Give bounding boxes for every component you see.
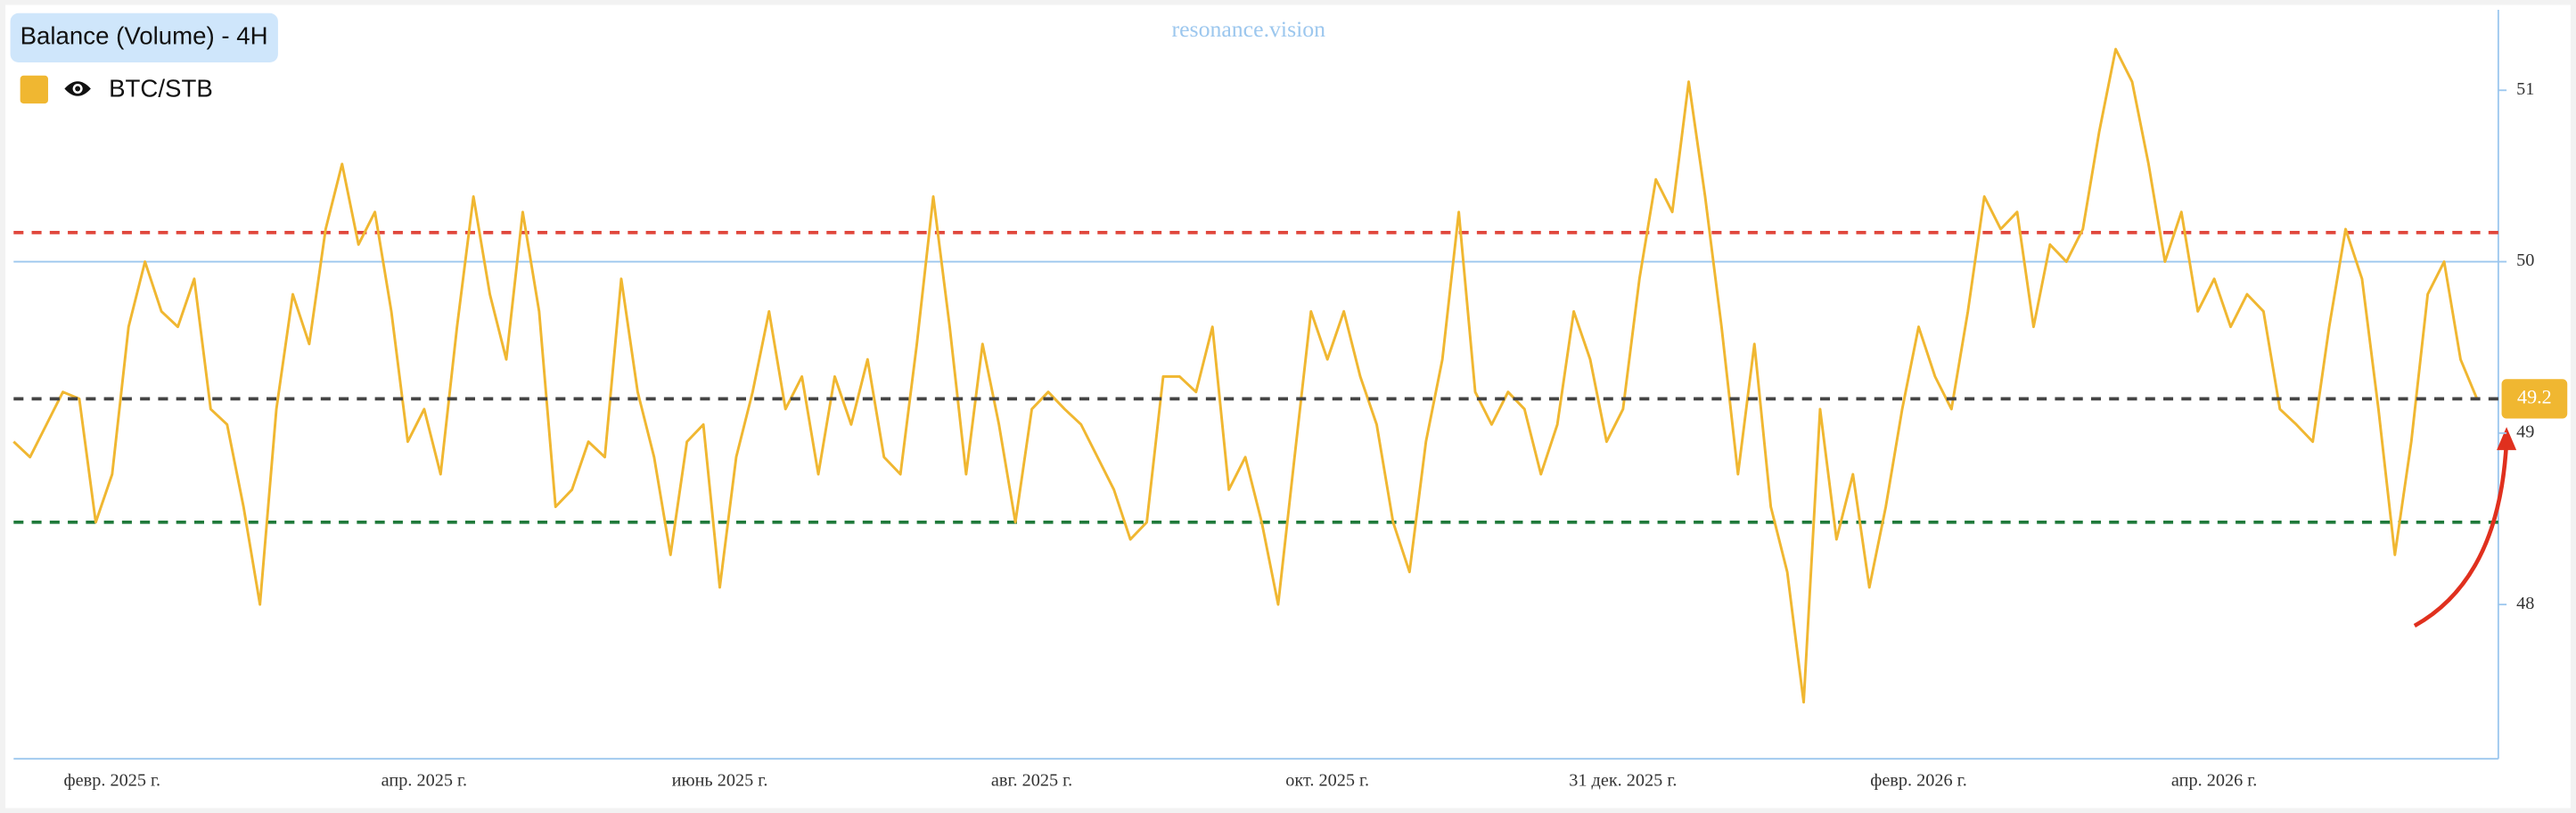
y-tick-label: 49	[2516, 423, 2534, 442]
last-value-tag	[2501, 379, 2568, 419]
x-tick-label: апр. 2025 г.	[381, 771, 467, 791]
title-box	[10, 12, 278, 63]
legend-label: BTC/STB	[109, 75, 213, 103]
legend-swatch	[20, 75, 48, 104]
annotation-arrow	[2413, 439, 2509, 628]
annotation-arrowhead	[2497, 427, 2517, 450]
series-line	[12, 47, 2479, 704]
x-tick-label: окт. 2025 г.	[1285, 771, 1369, 791]
chart-title: Balance (Volume) - 4H	[21, 22, 268, 50]
y-tick-label: 48	[2516, 594, 2534, 613]
y-tick-label: 50	[2516, 250, 2534, 270]
last-value-label: 49.2	[2517, 385, 2552, 407]
chart-background	[5, 4, 2571, 809]
x-tick-label: февр. 2025 г.	[64, 771, 161, 791]
x-tick-label: февр. 2026 г.	[1870, 771, 1967, 791]
plot-area	[12, 47, 2498, 704]
x-tick-label: 31 дек. 2025 г.	[1569, 771, 1677, 791]
x-tick-label: апр. 2026 г.	[2171, 771, 2257, 791]
visibility-icon[interactable]	[64, 81, 91, 96]
watermark: resonance.vision	[1172, 16, 1326, 42]
y-tick-label: 51	[2516, 79, 2534, 99]
x-tick-label: авг. 2025 г.	[991, 771, 1072, 791]
x-tick-label: июнь 2025 г.	[672, 771, 768, 791]
